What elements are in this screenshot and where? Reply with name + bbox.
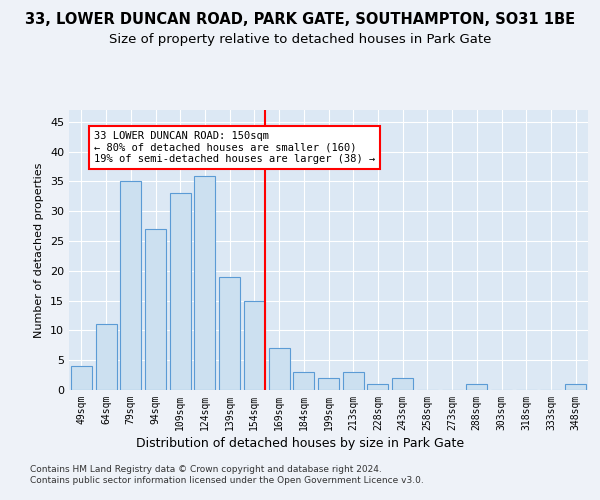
Bar [120,182,141,390]
Text: 33 LOWER DUNCAN ROAD: 150sqm
← 80% of detached houses are smaller (160)
19% of s: 33 LOWER DUNCAN ROAD: 150sqm ← 80% of de… [94,131,375,164]
Bar [244,300,265,390]
Bar [145,229,166,390]
Bar [219,277,240,390]
Text: Distribution of detached houses by size in Park Gate: Distribution of detached houses by size … [136,438,464,450]
Bar [318,378,339,390]
Bar [95,324,116,390]
Text: Contains HM Land Registry data © Crown copyright and database right 2024.: Contains HM Land Registry data © Crown c… [30,465,382,474]
Bar [367,384,388,390]
Bar [293,372,314,390]
Bar [466,384,487,390]
Bar [194,176,215,390]
Bar [392,378,413,390]
Bar [170,194,191,390]
Text: 33, LOWER DUNCAN ROAD, PARK GATE, SOUTHAMPTON, SO31 1BE: 33, LOWER DUNCAN ROAD, PARK GATE, SOUTHA… [25,12,575,28]
Text: Size of property relative to detached houses in Park Gate: Size of property relative to detached ho… [109,32,491,46]
Text: Contains public sector information licensed under the Open Government Licence v3: Contains public sector information licen… [30,476,424,485]
Y-axis label: Number of detached properties: Number of detached properties [34,162,44,338]
Bar [565,384,586,390]
Bar [343,372,364,390]
Bar [269,348,290,390]
Bar [71,366,92,390]
